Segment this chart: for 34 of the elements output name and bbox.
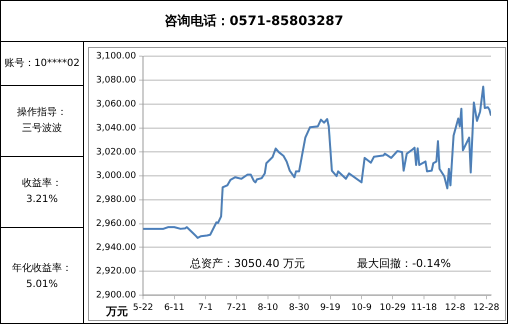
annotation: 总资产：3050.40 万元 — [188, 257, 305, 270]
chart-title: 咨询电话：0571-85803287 — [164, 13, 344, 30]
x-tick-label: 11-18 — [410, 302, 438, 313]
y-tick-label: 2,960.00 — [96, 218, 136, 229]
text: 操作指导： — [17, 106, 67, 120]
text: 5.01% — [26, 278, 58, 292]
x-tick-label: 8-10 — [258, 302, 278, 313]
y-tick-label: 2,900.00 — [96, 290, 136, 301]
y-tick-label: 3,000.00 — [96, 171, 136, 182]
y-tick-label: 3,100.00 — [96, 52, 136, 62]
x-tick-label: 7-1 — [198, 302, 213, 313]
y-tick-label: 3,080.00 — [96, 76, 136, 86]
x-tick-label: 7-21 — [226, 302, 247, 313]
y-axis-title: 万元 — [105, 304, 128, 318]
x-tick-label: 5-22 — [132, 302, 154, 313]
x-tick-label: 12-8 — [444, 302, 466, 313]
text: 年化收益率： — [12, 262, 72, 276]
x-tick-label: 6-11 — [164, 302, 184, 313]
y-tick-label: 3,060.00 — [96, 100, 136, 110]
y-tick-label: 2,940.00 — [96, 242, 136, 253]
y-tick-label: 2,920.00 — [96, 266, 136, 277]
x-tick-label: 9-19 — [320, 302, 341, 313]
annotation: 最大回撤：-0.14% — [357, 257, 451, 270]
y-tick-label: 3,020.00 — [96, 147, 136, 158]
x-tick-label: 8-30 — [288, 302, 310, 313]
x-tick-label: 10-9 — [351, 302, 372, 313]
x-tick-label: 10-29 — [380, 302, 406, 313]
x-tick-label: 12-28 — [473, 302, 500, 313]
text: 账号：10****02 — [4, 56, 80, 70]
y-tick-label: 3,040.00 — [96, 123, 136, 134]
text: 三号波波 — [22, 122, 62, 136]
text: 3.21% — [26, 193, 58, 207]
y-tick-label: 2,980.00 — [96, 195, 136, 206]
text: 收益率： — [22, 176, 62, 191]
